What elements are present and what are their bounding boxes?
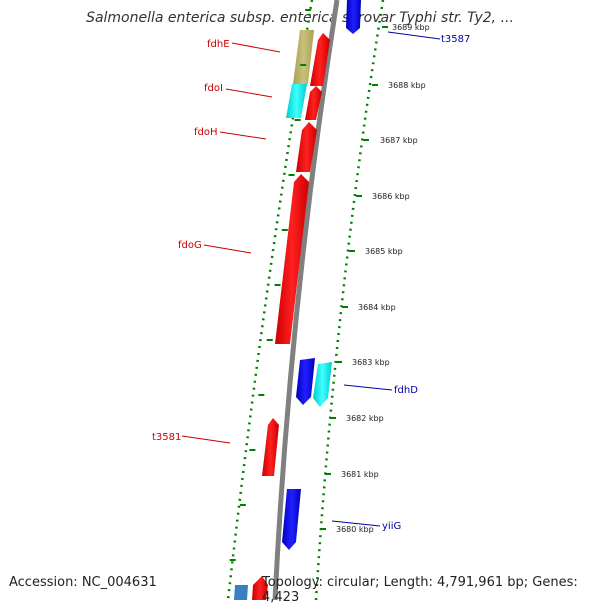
gene-label-yiiG[interactable]: yiiG	[382, 521, 401, 532]
gene-arrow-top[interactable]	[346, 0, 361, 34]
gene-bottom-red[interactable]	[252, 576, 268, 600]
gene-fdhE-partner[interactable]	[310, 33, 330, 86]
tick-label: 3687 kbp	[380, 136, 418, 145]
tick-label: 3689 kbp	[392, 23, 430, 32]
gene-label-leader	[219, 131, 267, 140]
gene-fdoH[interactable]	[296, 122, 317, 172]
tick-label: 3681 kbp	[341, 470, 379, 479]
tick-label: 3685 kbp	[365, 247, 403, 256]
accession-text: Accession: NC_004631	[9, 575, 157, 590]
gene-label-leader	[203, 244, 252, 254]
gene-label-leader	[181, 435, 231, 444]
gene-bottom-blue[interactable]	[234, 585, 248, 600]
gene-label-fdoG[interactable]: fdoG	[178, 240, 202, 251]
gene-blue-3683[interactable]	[296, 358, 315, 405]
gene-label-fdoI[interactable]: fdoI	[204, 83, 223, 94]
tick-label: 3682 kbp	[346, 414, 384, 423]
gene-label-leader	[331, 520, 381, 527]
gene-t3581[interactable]	[262, 418, 279, 476]
gene-label-fdoH[interactable]: fdoH	[194, 127, 218, 138]
gene-yiiG[interactable]	[282, 489, 301, 550]
right-gene-labels: t3587 fdhD yiiG	[331, 31, 470, 532]
left-gene-labels: fdhE fdoI fdoH fdoG t3581	[152, 39, 281, 444]
gene-label-t3587[interactable]: t3587	[441, 34, 470, 45]
map-title: Salmonella enterica subsp. enterica sero…	[86, 10, 514, 26]
gene-track	[234, 0, 361, 600]
gene-fdoI-partner[interactable]	[305, 86, 322, 120]
tick-label: 3684 kbp	[358, 303, 396, 312]
scale-ticks: 3689 kbp 3688 kbp 3687 kbp 3686 kbp 3685 kbp…	[229, 9, 430, 561]
gene-label-leader	[225, 88, 273, 98]
gene-label-leader	[343, 384, 393, 391]
gene-fdoG[interactable]	[275, 174, 309, 344]
tick-label: 3683 kbp	[352, 358, 390, 367]
tick-label: 3686 kbp	[372, 192, 410, 201]
gene-label-fdhE[interactable]: fdhE	[207, 39, 230, 50]
gene-fdhD[interactable]	[313, 362, 332, 407]
gene-label-t3581[interactable]: t3581	[152, 432, 181, 443]
outer-guide	[314, 0, 385, 600]
tick-label: 3688 kbp	[388, 81, 426, 90]
genome-backbone	[272, 0, 340, 600]
gene-fdoI[interactable]	[286, 84, 307, 118]
topology-text: Topology: circular; Length: 4,791,961 bp…	[262, 575, 578, 605]
gene-label-leader	[231, 42, 281, 53]
gene-fdhE[interactable]	[293, 30, 314, 84]
tick-label: 3680 kbp	[336, 525, 374, 534]
gene-label-fdhD[interactable]: fdhD	[394, 385, 418, 396]
gene-label-leader	[387, 31, 441, 40]
